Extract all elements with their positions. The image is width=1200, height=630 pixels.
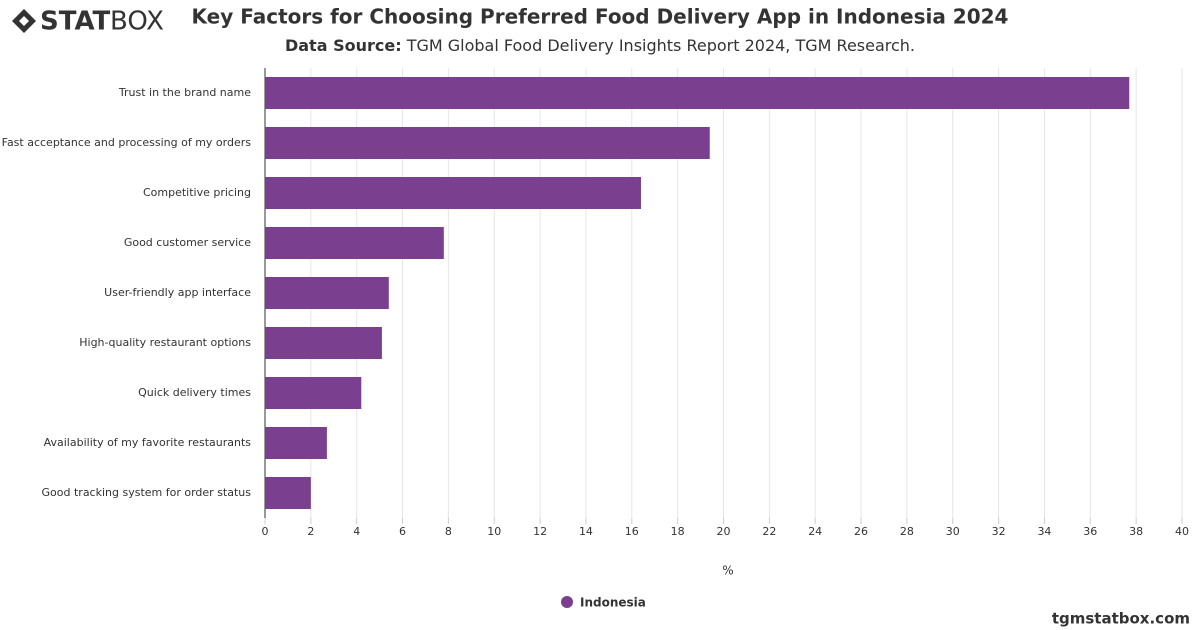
legend-marker [561,596,573,608]
y-tick-label: Trust in the brand name [118,86,251,99]
x-tick-label: 30 [946,525,960,538]
y-tick-label: Good tracking system for order status [42,486,252,499]
x-tick-label: 28 [900,525,914,538]
x-tick-label: 14 [579,525,593,538]
x-axis-label: % [722,564,733,578]
x-tick-label: 38 [1129,525,1143,538]
x-tick-label: 4 [353,525,360,538]
bar [265,127,710,159]
logo-light: BOX [110,7,164,37]
bar [265,377,362,409]
logo: STAT BOX [12,7,164,37]
x-tick-label: 22 [762,525,776,538]
x-tick-label: 8 [445,525,452,538]
legend-label: Indonesia [580,596,646,610]
x-tick-label: 40 [1175,525,1189,538]
logo-bold: STAT [40,7,111,37]
x-tick-label: 32 [992,525,1006,538]
x-tick-label: 6 [399,525,406,538]
y-tick-label: Availability of my favorite restaurants [44,436,252,449]
x-tick-label: 10 [487,525,501,538]
x-tick-label: 2 [307,525,314,538]
bar [265,327,382,359]
x-tick-label: 20 [717,525,731,538]
y-tick-label: Fast acceptance and processing of my ord… [2,136,252,149]
subtitle-text: TGM Global Food Delivery Insights Report… [406,36,915,55]
x-tick-label: 18 [671,525,685,538]
x-tick-label: 16 [625,525,639,538]
bar [265,77,1130,109]
x-tick-label: 36 [1083,525,1097,538]
logo-icon [12,9,36,33]
x-tick-label: 12 [533,525,547,538]
x-tick-label: 24 [808,525,822,538]
bar [265,477,311,509]
y-tick-label: Quick delivery times [138,386,251,399]
y-tick-label: Competitive pricing [143,186,251,199]
y-tick-label: Good customer service [124,236,251,249]
footer: tgmstatbox.com [1052,610,1190,628]
y-tick-label: User-friendly app interface [104,286,251,299]
x-tick-label: 26 [854,525,868,538]
chart-subtitle: Data Source: TGM Global Food Delivery In… [285,36,915,55]
x-tick-label: 34 [1037,525,1051,538]
chart-title: Key Factors for Choosing Preferred Food … [192,5,1009,29]
bar [265,277,389,309]
subtitle-label: Data Source: [285,36,402,55]
bar [265,177,641,209]
bar [265,227,444,259]
bar [265,427,327,459]
y-tick-label: High-quality restaurant options [79,336,251,349]
x-tick-label: 0 [262,525,269,538]
